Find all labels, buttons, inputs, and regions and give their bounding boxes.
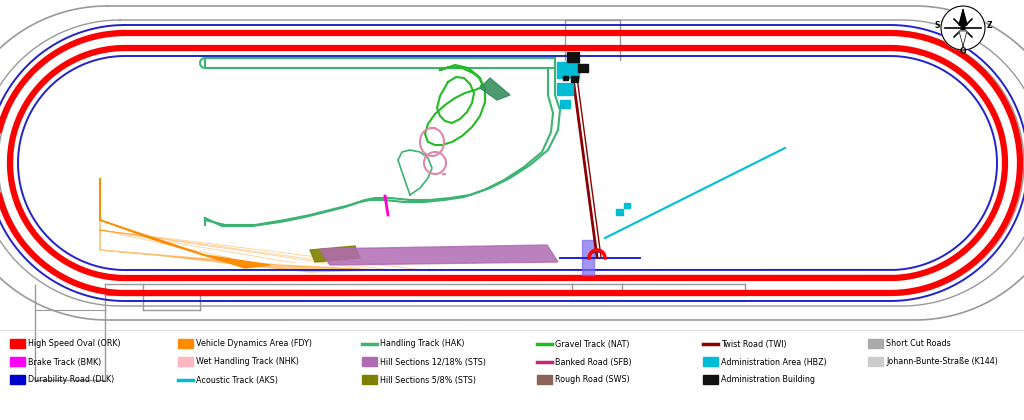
Text: Rough Road (SWS): Rough Road (SWS) — [555, 375, 630, 384]
Text: Administration Area (HBZ): Administration Area (HBZ) — [721, 357, 826, 367]
Bar — [178, 339, 193, 348]
Bar — [362, 357, 377, 366]
Bar — [10, 339, 25, 348]
Bar — [362, 375, 377, 384]
Bar — [178, 357, 193, 366]
Bar — [616, 209, 623, 215]
Bar — [563, 76, 568, 80]
Bar — [537, 375, 552, 384]
Bar — [557, 83, 573, 95]
Polygon shape — [100, 178, 270, 268]
Bar — [10, 375, 25, 384]
Text: Hill Sections 12/18% (STS): Hill Sections 12/18% (STS) — [380, 357, 486, 367]
Text: High Speed Oval (ORK): High Speed Oval (ORK) — [28, 339, 121, 349]
Polygon shape — [480, 78, 510, 100]
Bar — [557, 62, 579, 78]
Bar — [703, 357, 718, 366]
Circle shape — [941, 6, 985, 50]
Text: Brake Track (BMK): Brake Track (BMK) — [28, 357, 101, 367]
Text: Handling Track (HAK): Handling Track (HAK) — [380, 339, 465, 349]
Text: Banked Road (SFB): Banked Road (SFB) — [555, 357, 632, 367]
Text: S: S — [934, 21, 940, 31]
Text: Acoustic Track (AKS): Acoustic Track (AKS) — [196, 375, 278, 384]
Text: Johann-Bunte-Straße (K144): Johann-Bunte-Straße (K144) — [886, 357, 997, 367]
Text: Vehicle Dynamics Area (FDY): Vehicle Dynamics Area (FDY) — [196, 339, 312, 349]
Polygon shape — [959, 10, 967, 25]
Text: Twist Road (TWI): Twist Road (TWI) — [721, 339, 786, 349]
Text: Gravel Track (NAT): Gravel Track (NAT) — [555, 339, 630, 349]
Text: Wet Handling Track (NHK): Wet Handling Track (NHK) — [196, 357, 299, 367]
Text: Hill Sections 5/8% (STS): Hill Sections 5/8% (STS) — [380, 375, 476, 384]
Bar — [578, 64, 588, 72]
Bar — [10, 357, 25, 366]
Bar — [868, 357, 883, 366]
Text: Durability Road (DLK): Durability Road (DLK) — [28, 375, 115, 384]
Bar — [571, 76, 578, 82]
Bar — [582, 240, 594, 275]
Polygon shape — [100, 200, 380, 272]
Bar — [567, 52, 579, 62]
Polygon shape — [310, 246, 360, 262]
Text: Z: Z — [986, 21, 992, 31]
Text: O: O — [959, 47, 967, 57]
Bar — [868, 339, 883, 348]
Polygon shape — [959, 31, 967, 46]
Bar — [560, 100, 570, 108]
Text: Administration Building: Administration Building — [721, 375, 815, 384]
Polygon shape — [0, 6, 1024, 320]
Bar — [703, 375, 718, 384]
Text: Short Cut Roads: Short Cut Roads — [886, 339, 950, 349]
Bar — [624, 203, 630, 208]
Polygon shape — [319, 245, 558, 265]
